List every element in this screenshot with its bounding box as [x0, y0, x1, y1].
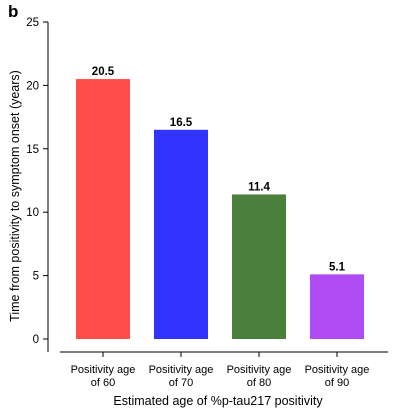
- x-tick-label: of 70: [169, 377, 193, 389]
- panel-label: b: [8, 2, 19, 21]
- x-tick-label: of 80: [247, 377, 271, 389]
- y-tick-label: 25: [26, 17, 39, 29]
- x-axis-label: Estimated age of %p-tau217 positivity: [113, 394, 323, 408]
- y-axis: 0 5 10 15 20 25: [26, 17, 49, 352]
- bar-value-labels: 20.5 16.5 11.4 5.1: [92, 66, 346, 273]
- bar: [310, 274, 364, 339]
- bar: [76, 79, 130, 339]
- y-tick-label: 20: [26, 80, 39, 92]
- y-tick-label: 10: [26, 207, 39, 219]
- x-tick-label: of 60: [91, 377, 115, 389]
- y-tick-label: 0: [33, 334, 39, 346]
- bar-value-label: 20.5: [92, 66, 115, 78]
- x-tick-label: Positivity age: [305, 364, 370, 376]
- y-tick-label: 5: [33, 271, 39, 283]
- bars: [76, 79, 364, 339]
- bar-value-label: 16.5: [170, 117, 193, 129]
- bar: [154, 129, 208, 339]
- x-tick-label: of 90: [325, 377, 349, 389]
- y-tick-label: 15: [26, 144, 39, 156]
- bar-value-label: 11.4: [248, 181, 270, 193]
- y-axis-label: Time from positivity to symptom onset (y…: [8, 70, 22, 322]
- x-tick-label: Positivity age: [149, 364, 214, 376]
- bar-value-label: 5.1: [329, 261, 346, 273]
- x-tick-label: Positivity age: [71, 364, 136, 376]
- x-tick-label: Positivity age: [227, 364, 292, 376]
- bar: [232, 194, 286, 339]
